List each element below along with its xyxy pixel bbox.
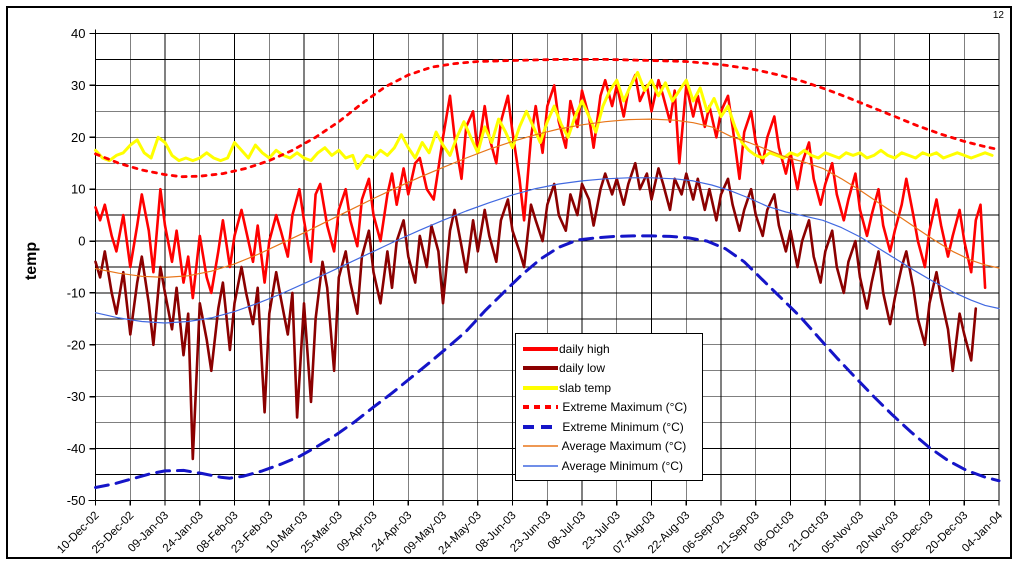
page-number-label: 12 xyxy=(992,10,1004,21)
legend-item: Extreme Maximum (°C) xyxy=(516,398,702,418)
y-tick-label: -50 xyxy=(67,493,86,508)
y-tick-label: 10 xyxy=(71,182,85,197)
series-daily-high xyxy=(94,73,987,300)
legend-line-sample-icon xyxy=(523,346,558,351)
y-tick-label: 40 xyxy=(71,26,85,41)
legend-item: daily low xyxy=(516,359,702,379)
legend-line-sample-icon xyxy=(523,405,558,410)
y-tick-label: -40 xyxy=(67,441,86,456)
legend-item: slab temp xyxy=(516,378,702,398)
series-extreme-minimum-c xyxy=(94,234,1001,489)
legend-item-label: Extreme Maximum (°C) xyxy=(559,400,688,415)
y-axis-labels: 40 30 20 10 0 -10 -20 -30 -40 -50 xyxy=(67,26,86,508)
legend-item-label: Average Minimum (°C) xyxy=(559,458,683,473)
legend-item-label: Average Maximum (°C) xyxy=(559,439,687,454)
y-tick-label: 20 xyxy=(71,130,85,145)
legend-item-label: Extreme Minimum (°C) xyxy=(559,419,684,434)
legend-line-sample-icon xyxy=(523,366,558,371)
y-tick-label: 30 xyxy=(71,78,85,93)
legend-item-label: daily low xyxy=(559,361,606,376)
legend-line-sample-icon xyxy=(523,445,558,447)
series-extreme-maximum-c xyxy=(94,58,1001,179)
y-tick-label: -30 xyxy=(67,389,86,404)
legend-item: Average Maximum (°C) xyxy=(516,437,702,457)
legend: daily high daily low slab temp Extreme Max… xyxy=(515,333,703,481)
legend-item: Average Minimum (°C) xyxy=(516,456,702,476)
x-axis-labels: 10-Dec-0225-Dec-0209-Jan-0324-Jan-0308-F… xyxy=(55,509,1005,557)
series-average-minimum-c xyxy=(94,177,1000,324)
series-slab-temp xyxy=(94,70,994,170)
y-axis-title: temp xyxy=(23,241,40,281)
legend-item: daily high xyxy=(516,339,702,359)
legend-line-sample-icon xyxy=(523,465,558,467)
y-tick-label: -10 xyxy=(67,285,86,300)
legend-item-label: daily high xyxy=(559,341,610,356)
y-tick-label: -20 xyxy=(67,337,86,352)
series-average-maximum-c xyxy=(94,118,1000,278)
legend-item-label: slab temp xyxy=(559,380,612,395)
legend-item: Extreme Minimum (°C) xyxy=(516,417,702,437)
series-daily-low xyxy=(94,161,978,461)
y-tick-label: 0 xyxy=(78,234,85,249)
legend-line-sample-icon xyxy=(523,385,558,390)
figure-border xyxy=(6,6,1012,559)
legend-line-sample-icon xyxy=(523,424,558,429)
